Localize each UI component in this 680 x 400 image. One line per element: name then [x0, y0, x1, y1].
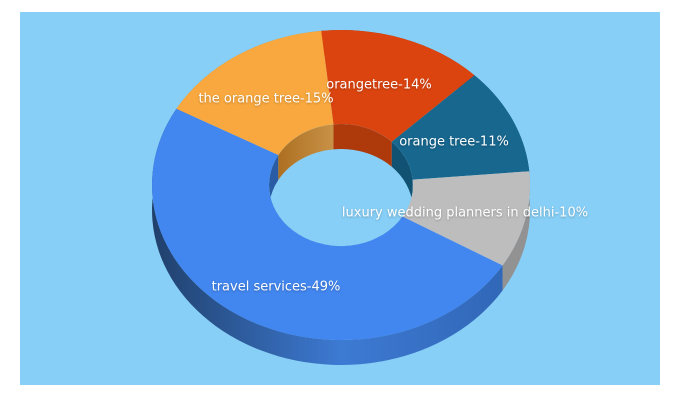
slice-label-travel-services: travel services-49% [212, 280, 341, 295]
slice-label-orangetree: orangetree-14% [326, 78, 432, 93]
slice-inner-wall-orange-tree [391, 141, 413, 205]
donut-top-faces [152, 30, 530, 340]
slice-side-luxury-wedding-planners-in-delhi [502, 171, 530, 291]
pie-slice-travel-services[interactable] [152, 108, 503, 340]
slice-labels: orangetree-14% orange tree-11% luxury wedd… [198, 78, 588, 295]
slice-label-luxury-wedding-planners-in-delhi: luxury wedding planners in delhi-10% [342, 206, 588, 221]
pie-slice-orange-tree[interactable] [391, 75, 530, 180]
slice-label-orange-tree: orange tree-11% [399, 135, 509, 150]
pie-slice-orangetree[interactable] [321, 30, 475, 142]
slice-inner-wall-the-orange-tree [278, 124, 334, 180]
pie-slice-the-orange-tree[interactable] [176, 30, 334, 156]
slice-label-the-orange-tree: the orange tree-15% [198, 92, 333, 107]
pie-slice-luxury-wedding-planners-in-delhi[interactable] [402, 171, 530, 266]
slice-inner-wall-orangetree [333, 124, 392, 167]
